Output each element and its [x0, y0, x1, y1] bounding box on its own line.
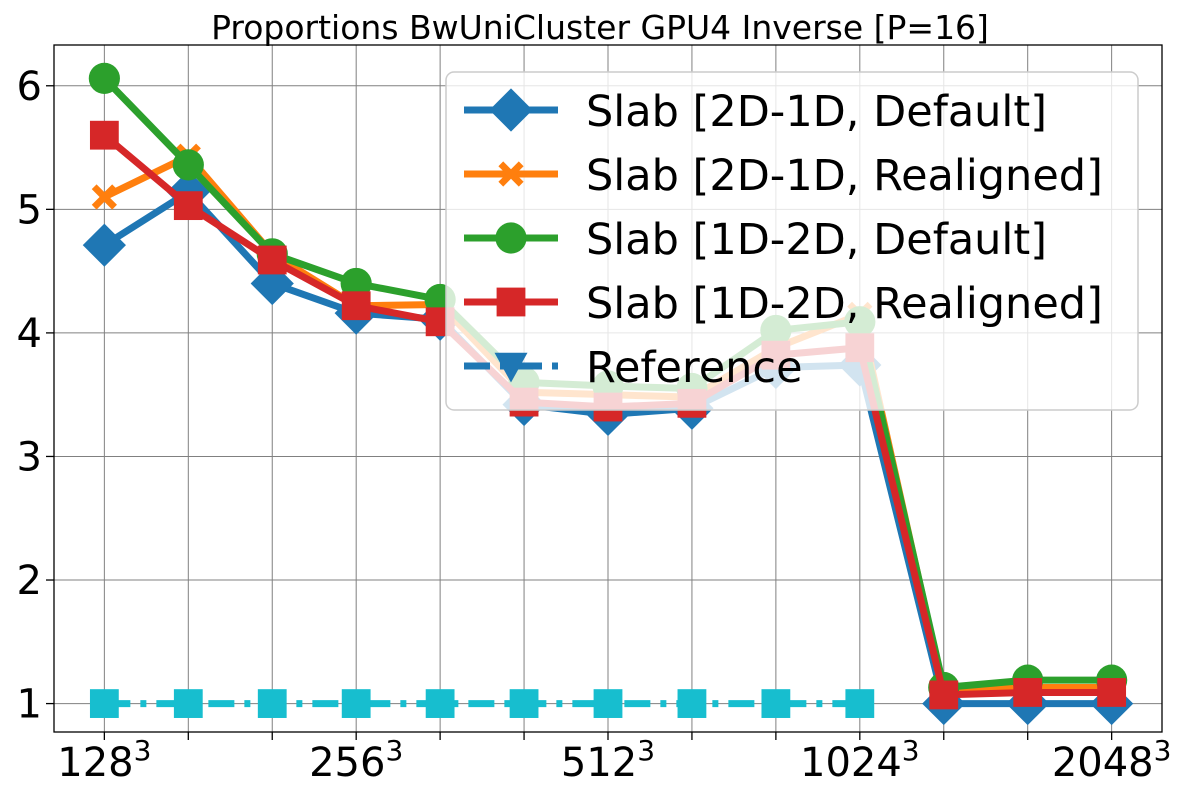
data-point [593, 689, 623, 718]
data-point [82, 223, 126, 267]
legend-item: Slab [2D-1D, Realigned] [464, 151, 1103, 201]
x-tick-label: 1283 [57, 734, 151, 786]
legend-box [445, 71, 1139, 411]
data-point [172, 149, 204, 181]
legend-label: Reference [586, 343, 803, 393]
x-tick-label: 2563 [309, 734, 403, 786]
data-point [340, 267, 372, 300]
y-tick-label: 4 [17, 311, 42, 357]
y-tick-label: 5 [17, 187, 42, 233]
data-point [89, 689, 119, 718]
x-tick-exponent: 3 [134, 734, 152, 767]
legend: Slab [2D-1D, Default] Slab [2D-1D, Realig… [445, 71, 1139, 411]
data-point [89, 120, 119, 150]
data-point [845, 689, 875, 718]
chart-title: Proportions BwUniCluster GPU4 Inverse [P… [211, 8, 989, 47]
data-point [257, 689, 287, 718]
x-tick-exponent: 3 [637, 734, 655, 767]
y-tick-label: 2 [17, 558, 42, 604]
legend-item: Slab [1D-2D, Default] [464, 215, 1047, 265]
x-tick-label: 5123 [561, 734, 655, 786]
legend-label: Slab [2D-1D, Default] [586, 87, 1047, 137]
data-point [88, 62, 120, 94]
y-tick-label: 6 [17, 64, 42, 110]
legend-item: Reference [464, 343, 803, 393]
legend-label: Slab [1D-2D, Default] [586, 215, 1047, 265]
x-tick-base: 128 [57, 740, 133, 786]
x-tick-base: 1024 [800, 740, 902, 786]
x-tick-label: 20483 [1052, 734, 1172, 786]
data-point [91, 184, 117, 210]
legend-marker [489, 88, 533, 132]
x-tick-exponent: 3 [385, 734, 403, 767]
legend-item: Slab [1D-2D, Realigned] [464, 279, 1103, 329]
data-point [1013, 678, 1043, 707]
data-point [677, 689, 707, 718]
x-tick-base: 2048 [1052, 740, 1154, 786]
x-tick-label: 10243 [800, 734, 920, 786]
data-point [761, 689, 791, 718]
data-point [929, 680, 959, 710]
legend-item: Slab [2D-1D, Default] [464, 87, 1047, 137]
series-5 [89, 689, 875, 718]
data-point [1097, 678, 1127, 707]
y-tick-label: 3 [17, 434, 42, 480]
legend-marker [496, 287, 526, 317]
legend-marker [498, 161, 524, 187]
data-point [341, 689, 371, 718]
data-point [425, 689, 455, 718]
data-point [173, 689, 203, 718]
x-tick-exponent: 3 [1154, 734, 1172, 767]
x-tick-base: 256 [309, 740, 385, 786]
legend-marker [494, 352, 528, 383]
x-tick-base: 512 [561, 740, 637, 786]
y-tick-label: 1 [17, 682, 42, 728]
legend-label: Slab [2D-1D, Realigned] [586, 151, 1103, 201]
x-tick-exponent: 3 [902, 734, 920, 767]
data-point [509, 689, 539, 718]
legend-marker [495, 222, 527, 254]
data-point [257, 245, 287, 275]
legend-label: Slab [1D-2D, Realigned] [586, 279, 1103, 329]
data-point [341, 291, 371, 321]
data-point [173, 191, 203, 221]
